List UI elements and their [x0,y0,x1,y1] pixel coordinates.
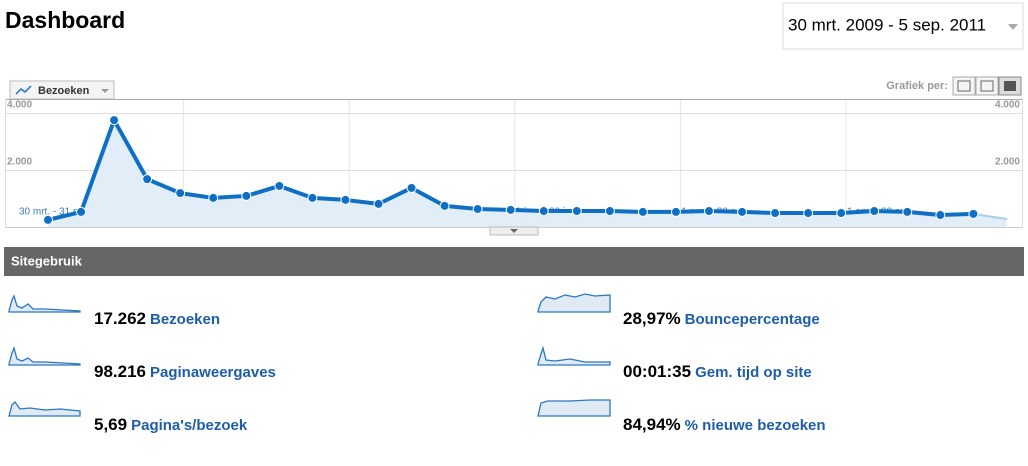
point [1005,218,1008,221]
point [737,206,748,217]
page-title: Dashboard [5,7,125,33]
date-picker[interactable]: 30 mrt. 2009 - 5 sep. 2011 [782,2,1024,50]
point [274,180,285,191]
point [968,208,979,219]
point [208,192,219,203]
section-title: Sitegebruik [11,253,83,268]
point [637,206,648,217]
metric-value: 00:01:35 [623,362,692,381]
graph-by-label: Grafiek per: [886,80,948,92]
sparkline [537,399,611,417]
metric: 28,97% Bouncepercentage [623,309,820,329]
metric: 17.262 Bezoeken [94,309,220,329]
point [571,206,582,217]
chart: 30 mrt. - 31 mrt.1 aug. - 31 aug.1 jan. … [6,100,1022,227]
metric-value: 28,97% [623,309,681,328]
sparkline [8,400,81,417]
point [373,198,384,209]
metric-value: 17.262 [94,309,146,328]
metric-value: 5,69 [94,415,128,434]
point [935,210,946,221]
metric: 98.216 Paginaweergaves [94,362,276,382]
metric: 84,94%% nieuwe bezoeken [623,415,826,435]
point [770,208,781,219]
point [604,206,615,217]
y-tick-label-right: 2.000 [995,157,1020,168]
point [505,204,516,215]
y-tick-label: 2.000 [7,157,32,168]
point [76,206,87,217]
metric: 00:01:35 Gem. tijd op site [623,362,812,382]
partial-line [973,212,1007,221]
point [538,206,549,217]
x-tick-label: 30 mrt. - 31 mrt. [19,207,90,218]
sparklines [8,293,611,417]
y-tick-label-right: 4.000 [995,100,1020,111]
graph-by-buttons [952,76,1022,96]
week-button[interactable] [975,76,999,96]
metric-button-label[interactable]: Bezoeken [38,85,90,97]
icon [1004,81,1016,91]
point [836,208,847,219]
point [307,192,318,203]
point [43,214,53,225]
point [472,204,483,215]
sparkline [537,293,611,313]
point [175,188,186,199]
point [340,194,351,205]
point [803,208,814,219]
metric-label[interactable]: Paginaweergaves [150,364,276,381]
metric-label[interactable]: Bezoeken [150,311,221,328]
icon [957,80,971,92]
sparkline [8,345,81,366]
metric-label[interactable]: Pagina's/bezoek [131,417,248,434]
metric-label[interactable]: % nieuwe bezoeken [684,417,826,434]
line-icon [15,85,32,95]
area [48,120,1007,227]
point [241,190,252,201]
icon [980,80,994,92]
metric: 5,69 Pagina's/bezoek [94,415,247,435]
point [109,115,120,126]
point [902,206,913,217]
section-bar [4,247,1024,276]
sparkline [8,294,81,313]
dropdown-arrow [1008,24,1018,30]
point [670,206,681,217]
day-button[interactable] [952,76,976,96]
metric-label[interactable]: Bouncepercentage [684,311,820,328]
date-box[interactable] [782,2,1024,50]
date-range[interactable]: 30 mrt. 2009 - 5 sep. 2011 [788,15,986,34]
metric-value: 84,94% [623,415,681,434]
point [406,182,417,193]
metric-value: 98.216 [94,362,146,381]
point [869,206,880,217]
point [704,206,714,217]
metric-label[interactable]: Gem. tijd op site [695,364,812,381]
dropdown-arrow [101,89,109,93]
y-tick-label: 4.000 [7,100,32,111]
point [439,200,450,211]
sparkline [537,345,611,366]
toggle-arrow [510,229,518,233]
point [142,174,153,185]
